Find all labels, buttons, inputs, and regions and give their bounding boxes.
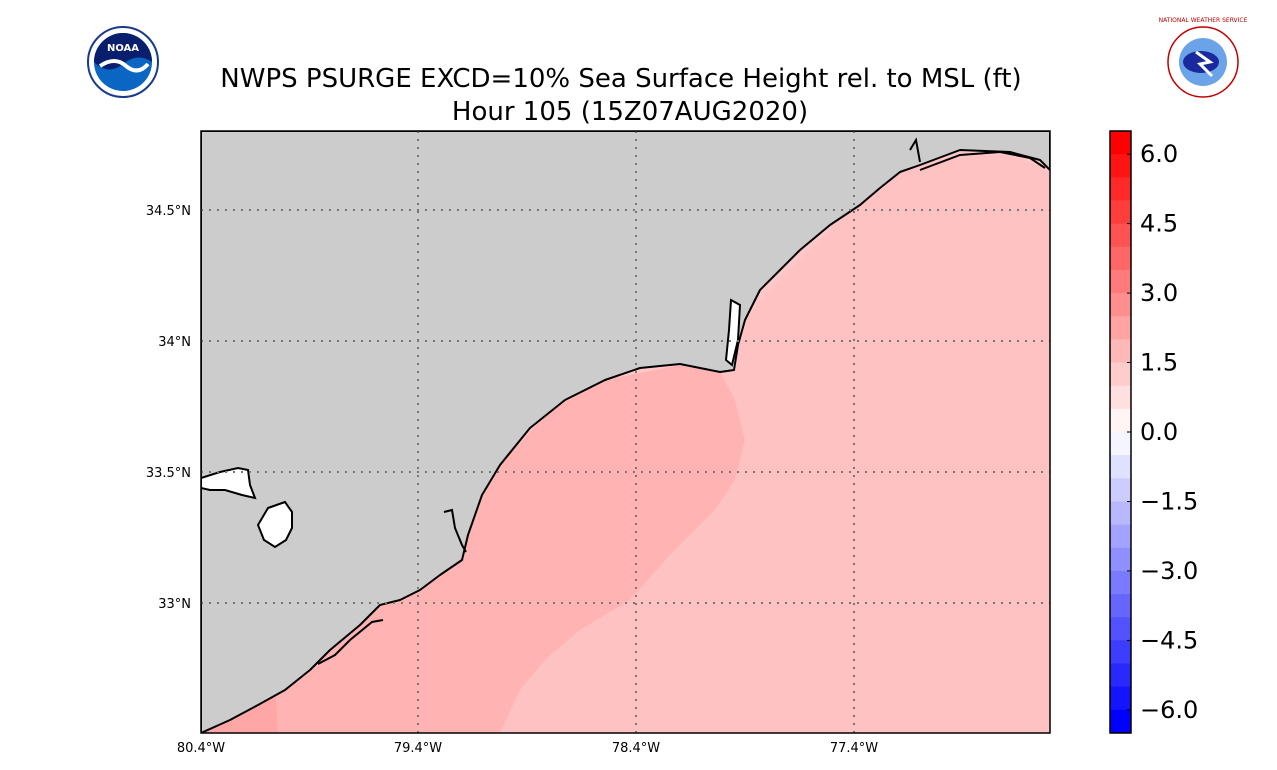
colorbar-segment xyxy=(1110,663,1131,688)
colorbar-segment xyxy=(1110,594,1131,618)
colorbar-tick-label: −6.0 xyxy=(1140,696,1198,724)
barrier-island-1 xyxy=(724,298,742,367)
longitude-labels: 80.4°W 79.4°W 78.4°W 77.4°W xyxy=(177,741,878,756)
colorbar-segment xyxy=(1110,131,1131,155)
lake-2 xyxy=(256,500,293,549)
lake-1 xyxy=(201,466,257,500)
colorbar-segment xyxy=(1110,246,1131,271)
nws-logo-icon: NATIONAL WEATHER SERVICE xyxy=(1159,17,1248,98)
lat-label: 34.5°N xyxy=(146,204,191,219)
colorbar-segment xyxy=(1110,640,1131,665)
surge-band-mid xyxy=(500,155,1050,733)
colorbar-segment xyxy=(1110,269,1131,294)
colorbar-segment xyxy=(1110,408,1131,433)
surge-band-high xyxy=(201,365,745,733)
lon-label: 80.4°W xyxy=(177,741,225,756)
map-area xyxy=(201,131,1050,733)
colorbar-tick-label: −1.5 xyxy=(1140,488,1198,516)
colorbar-tick-label: 6.0 xyxy=(1140,140,1178,168)
lon-label: 78.4°W xyxy=(612,741,660,756)
graticule xyxy=(201,131,1050,733)
colorbar xyxy=(1109,130,1132,734)
colorbar-tick-label: 4.5 xyxy=(1140,210,1178,238)
map-frame xyxy=(200,130,1051,734)
noaa-logo-text: NOAA xyxy=(107,43,139,54)
colorbar-segment xyxy=(1110,547,1131,572)
colorbar-segment xyxy=(1110,570,1131,595)
colorbar-segment xyxy=(1110,524,1131,549)
colorbar-ticks: 6.0 4.5 3.0 1.5 0.0 −1.5 −3.0 −4.5 −6.0 xyxy=(1127,140,1198,724)
colorbar-segment xyxy=(1110,177,1131,201)
colorbar-tick-label: −3.0 xyxy=(1140,557,1198,585)
title-line-1: NWPS PSURGE EXCD=10% Sea Surface Height … xyxy=(220,64,1021,94)
colorbar-segment xyxy=(1110,154,1131,178)
colorbar-segment xyxy=(1110,200,1131,225)
colorbar-tick-label: −4.5 xyxy=(1140,626,1198,654)
colorbar-segment xyxy=(1110,293,1131,317)
lat-label: 33.5°N xyxy=(146,466,191,481)
colorbar-segment xyxy=(1110,223,1131,248)
colorbar-segment xyxy=(1110,478,1131,502)
colorbar-segment xyxy=(1110,432,1131,456)
colorbar-segment xyxy=(1110,385,1131,410)
lat-label: 34°N xyxy=(158,335,191,350)
barrier-island-3 xyxy=(909,137,1046,171)
colorbar-segment xyxy=(1110,455,1131,479)
colorbar-tick-label: 3.0 xyxy=(1140,279,1178,307)
lon-label: 77.4°W xyxy=(830,741,878,756)
colorbar-segment xyxy=(1110,339,1131,364)
lon-label: 79.4°W xyxy=(394,741,442,756)
colorbar-segment xyxy=(1110,362,1131,387)
colorbar-tick-label: 1.5 xyxy=(1140,349,1178,377)
colorbar-segment xyxy=(1110,316,1131,340)
colorbar-segment xyxy=(1110,709,1131,734)
surge-band-coastal xyxy=(201,690,278,733)
nws-logo-text: NATIONAL WEATHER SERVICE xyxy=(1159,17,1248,24)
colorbar-tick-label: 0.0 xyxy=(1140,418,1178,446)
colorbar-segment xyxy=(1110,501,1131,526)
colorbar-segment xyxy=(1110,617,1131,641)
latitude-labels: 34.5°N 34°N 33.5°N 33°N xyxy=(146,204,191,612)
lat-label: 33°N xyxy=(158,597,191,612)
title-line-2: Hour 105 (15Z07AUG2020) xyxy=(452,97,808,127)
noaa-logo-icon: NOAA xyxy=(87,26,159,98)
colorbar-segment xyxy=(1110,686,1131,711)
barrier-island-2 xyxy=(317,508,467,665)
land xyxy=(201,131,1050,733)
